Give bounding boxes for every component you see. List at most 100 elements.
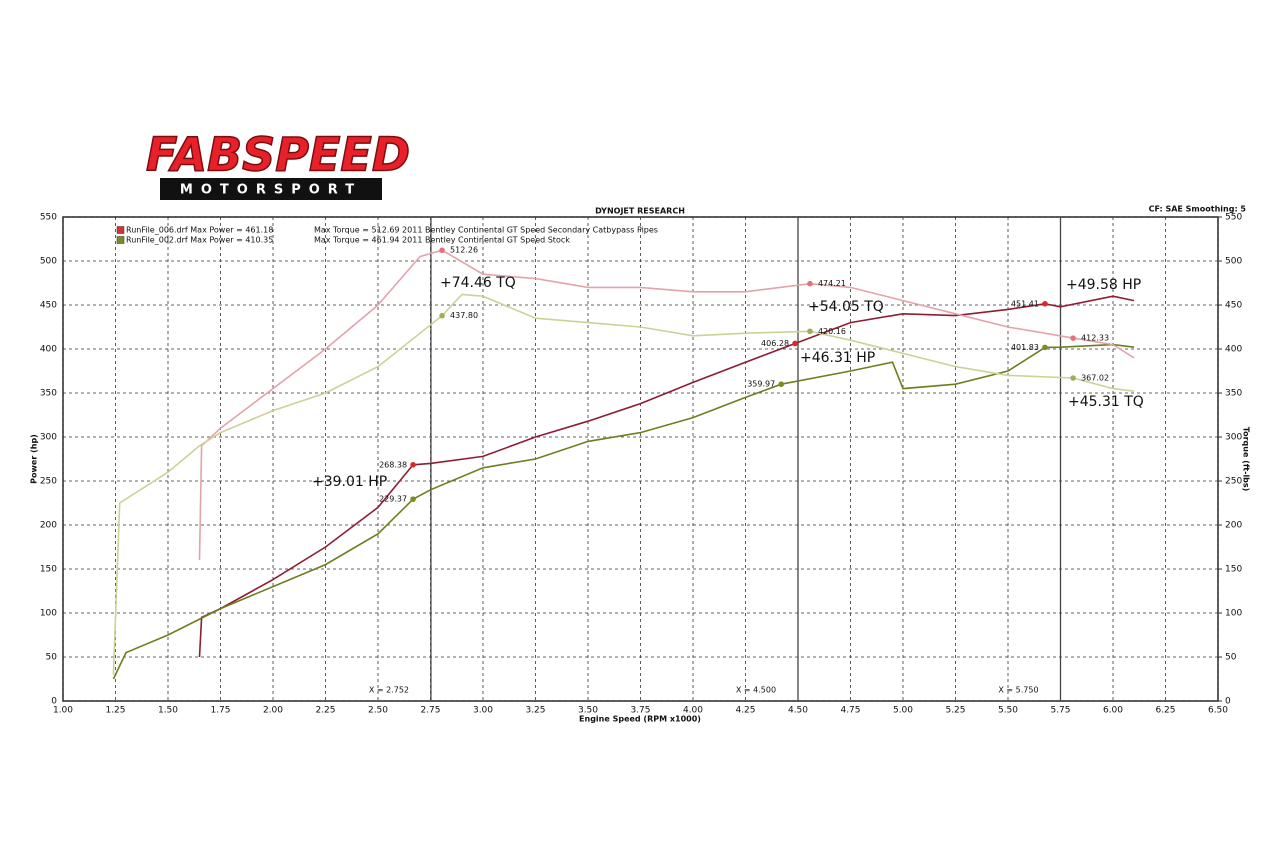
x-tick-label: 5.50 (998, 706, 1018, 716)
marker-label: 359.97 (747, 380, 775, 389)
annotation: +45.31 TQ (1068, 394, 1144, 410)
x-tick-label: 3.50 (578, 706, 598, 716)
cursor-label: X = 5.750 (998, 686, 1038, 695)
y-tick-label: 350 (40, 389, 57, 399)
x-tick-label: 5.75 (1050, 706, 1070, 716)
y-tick-label: 150 (40, 565, 57, 575)
legend-text: RunFile_006.drf Max Power = 461.18 (126, 226, 273, 235)
legend-swatch (116, 226, 125, 234)
marker-label: 412.33 (1081, 334, 1109, 343)
marker-label: 406.28 (761, 339, 789, 348)
x-tick-label: 1.50 (158, 706, 178, 716)
series-line (112, 343, 1135, 680)
marker-label: 268.38 (379, 460, 407, 469)
y2-axis-label: Torque (ft-lbs) (1242, 427, 1251, 492)
x-tick-label: 3.00 (473, 706, 493, 716)
series-line (198, 249, 1135, 561)
legend-detail: Max Torque = 461.94 2011 Bentley Contine… (314, 236, 570, 245)
x-tick-label: 4.50 (788, 706, 808, 716)
legend-swatch (116, 236, 125, 244)
y-tick-label: 300 (40, 433, 57, 443)
y2-tick-label: 450 (1225, 301, 1242, 311)
x-tick-label: 6.25 (1155, 706, 1175, 716)
legend-text: RunFile_002.drf Max Power = 410.35 (126, 236, 273, 245)
annotation: +39.01 HP (312, 474, 387, 490)
y-axis-label: Power (hp) (30, 434, 39, 484)
y2-tick-label: 550 (1225, 213, 1242, 223)
marker-label: 401.83 (1011, 343, 1039, 352)
cursor-label: X = 2.752 (369, 686, 409, 695)
series-line (198, 295, 1135, 658)
series-line (112, 293, 1135, 675)
x-tick-label: 1.25 (105, 706, 125, 716)
marker-dot (792, 340, 798, 347)
x-tick-label: 5.25 (945, 706, 965, 716)
logo-subbrand: MOTORSPORT (180, 183, 362, 198)
x-tick-label: 1.75 (210, 706, 230, 716)
y2-tick-label: 0 (1225, 697, 1231, 707)
y-tick-label: 450 (40, 301, 57, 311)
x-tick-label: 3.25 (525, 706, 545, 716)
marker-dot (1070, 375, 1076, 381)
marker-label: 474.21 (818, 279, 846, 288)
marker-label: 367.02 (1081, 374, 1109, 383)
x-tick-label: 2.25 (315, 706, 335, 716)
x-tick-label: 3.75 (630, 706, 650, 716)
marker-dot (807, 328, 813, 335)
y2-tick-label: 250 (1225, 477, 1242, 487)
x-tick-label: 4.75 (840, 706, 860, 716)
marker-dot (410, 462, 416, 468)
y-tick-label: 0 (51, 697, 57, 707)
marker-label: 229.37 (379, 495, 407, 504)
annotation: +46.31 HP (800, 350, 875, 366)
x-tick-label: 4.00 (683, 706, 703, 716)
legend-detail: Max Torque = 512.69 2011 Bentley Contine… (314, 226, 658, 235)
logo-bar (160, 178, 382, 200)
marker-dot (1042, 344, 1048, 351)
x-tick-label: 1.00 (53, 706, 73, 716)
marker-label: 420.16 (818, 327, 846, 336)
y2-tick-label: 200 (1225, 521, 1242, 531)
marker-dot (410, 496, 416, 502)
cursor-label: X = 4.500 (736, 686, 776, 695)
marker-dot (439, 312, 445, 319)
logo-brand: FABSPEED (146, 128, 410, 182)
y-tick-label: 250 (40, 477, 57, 487)
x-tick-label: 2.00 (263, 706, 283, 716)
marker-label: 451.41 (1011, 299, 1039, 308)
annotation: +74.46 TQ (440, 275, 516, 291)
x-tick-label: 5.00 (893, 706, 913, 716)
y-tick-label: 400 (40, 345, 57, 355)
marker-dot (807, 280, 813, 287)
x-axis-label: Engine Speed (RPM x1000) (579, 715, 701, 724)
y2-tick-label: 300 (1225, 433, 1242, 443)
chart-subtitle: CF: SAE Smoothing: 5 (1149, 205, 1247, 214)
y-tick-label: 50 (46, 653, 58, 663)
x-tick-label: 6.50 (1208, 706, 1228, 716)
marker-dot (1070, 335, 1076, 341)
marker-dot (1042, 300, 1048, 307)
y2-tick-label: 350 (1225, 389, 1242, 399)
chart-title: DYNOJET RESEARCH (595, 207, 685, 216)
y-tick-label: 500 (40, 257, 57, 267)
x-tick-label: 6.00 (1103, 706, 1123, 716)
x-tick-label: 2.75 (420, 706, 440, 716)
x-tick-label: 2.50 (368, 706, 388, 716)
annotation: +54.05 TQ (808, 299, 884, 315)
marker-dot (778, 381, 784, 388)
marker-label: 437.80 (450, 311, 478, 320)
logo: FABSPEED MOTORSPORT (145, 127, 411, 200)
marker-label: 512.26 (450, 246, 478, 255)
y2-tick-label: 500 (1225, 257, 1242, 267)
y-tick-label: 100 (40, 609, 57, 619)
marker-dot (439, 247, 445, 254)
y2-tick-label: 50 (1225, 653, 1237, 663)
y2-tick-label: 400 (1225, 345, 1242, 355)
y-tick-label: 200 (40, 521, 57, 531)
y2-tick-label: 100 (1225, 609, 1242, 619)
annotation: +49.58 HP (1066, 277, 1141, 293)
y-tick-label: 550 (40, 213, 57, 223)
x-tick-label: 4.25 (735, 706, 755, 716)
y2-tick-label: 150 (1225, 565, 1242, 575)
